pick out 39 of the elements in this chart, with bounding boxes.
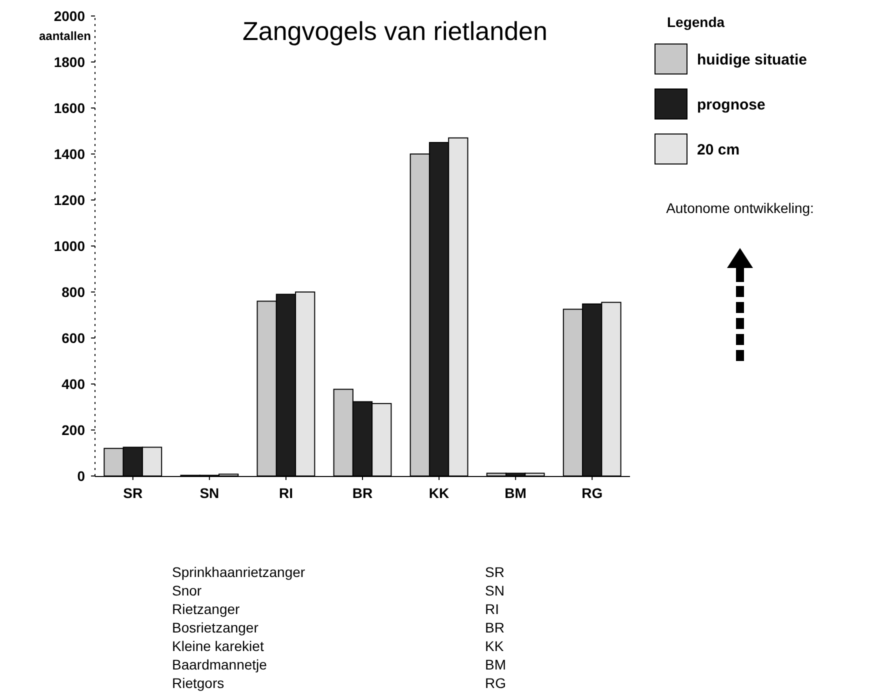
legend-label: huidige situatie: [697, 51, 808, 68]
y-tick-label: 800: [62, 284, 86, 300]
text: Kleine karekiet: [172, 638, 264, 654]
text: Rietzanger: [172, 600, 240, 617]
text: BR: [485, 619, 504, 636]
text: Bosrietzanger: [172, 619, 259, 636]
y-tick-label: 0: [77, 468, 86, 484]
y-tick-label: 1400: [54, 146, 86, 162]
y-tick-label: 1800: [54, 54, 86, 70]
text: KK: [485, 638, 504, 654]
text: Sprinkhaanrietzanger: [172, 564, 306, 580]
y-axis-title: aantallen: [38, 29, 91, 44]
y-tick-label: 1200: [54, 192, 86, 208]
x-tick-label: SR: [123, 485, 143, 501]
text: BM: [485, 656, 506, 672]
chart-title: Zangvogels van rietlanden: [242, 16, 548, 46]
text: Autonome ontwikkeling:: [666, 200, 814, 216]
y-tick-label: 600: [62, 330, 86, 346]
y-tick-label: 1000: [54, 238, 86, 254]
x-tick-label: RG: [582, 485, 603, 501]
legend-title: Legenda: [667, 14, 725, 30]
text: SR: [485, 564, 504, 580]
text: SN: [485, 582, 504, 598]
text: RG: [485, 674, 506, 691]
text: Rietgors: [172, 674, 224, 691]
x-tick-label: KK: [428, 485, 450, 501]
x-tick-label: BM: [504, 485, 526, 501]
y-tick-label: 200: [62, 422, 86, 438]
x-tick-label: SN: [200, 485, 220, 501]
y-tick-label: 2000: [54, 8, 86, 24]
y-tick-label: 1600: [54, 100, 86, 116]
x-tick-label: RI: [278, 485, 293, 501]
x-tick-label: BR: [352, 485, 373, 501]
legend-label: 20 cm: [697, 141, 740, 158]
legend-label: prognose: [697, 96, 766, 114]
text: RI: [485, 600, 499, 617]
text: Baardmannetje: [172, 656, 268, 672]
text: Snor: [172, 582, 202, 598]
y-tick-label: 400: [62, 376, 86, 392]
